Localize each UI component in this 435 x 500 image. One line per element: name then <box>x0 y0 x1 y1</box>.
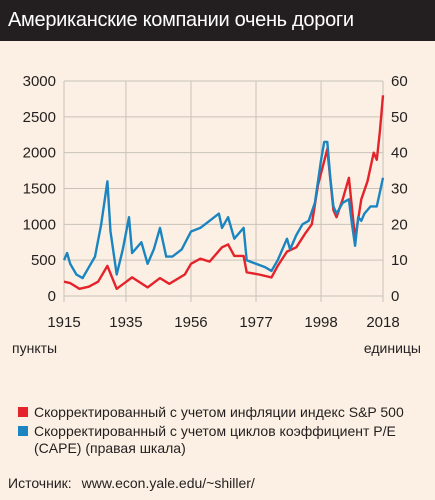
source-line: Источник: www.econ.yale.edu/~shiller/ <box>8 475 255 491</box>
legend-swatch-blue <box>18 426 28 436</box>
line-chart: 0 0 500 10 1000 20 1500 30 2000 40 2500 50 3000 60 191… <box>23 73 408 331</box>
legend-swatch-red <box>18 407 28 417</box>
x-tick-label: 2018 <box>366 314 399 331</box>
legend: Скорректированный с учетом инфляции инде… <box>18 404 428 459</box>
legend-item-sp500: Скорректированный с учетом инфляции инде… <box>18 404 428 421</box>
left-axis-unit: пункты <box>12 340 58 356</box>
y-right-tick-label: 40 <box>391 145 408 162</box>
y-right-tick-label: 50 <box>391 109 408 126</box>
y-left-tick-label: 2000 <box>23 145 56 162</box>
title-bar: Американские компании очень дороги <box>0 0 435 41</box>
x-tick-label: 1998 <box>304 314 337 331</box>
right-axis-unit: единицы <box>363 340 421 356</box>
y-left-tick-label: 500 <box>31 252 56 269</box>
y-right-tick-label: 10 <box>391 252 408 269</box>
x-tick-label: 1935 <box>109 314 142 331</box>
y-left-tick-label: 2500 <box>23 109 56 126</box>
y-left-tick-label: 1000 <box>23 216 56 233</box>
source-label: Источник: <box>8 475 72 491</box>
series-line-cape <box>62 140 385 280</box>
legend-label-sp500: Скорректированный с учетом инфляции инде… <box>34 404 404 420</box>
source-url: www.econ.yale.edu/~shiller/ <box>81 475 255 491</box>
y-left-tick-label: 3000 <box>23 73 56 90</box>
series-line-sp500 <box>63 95 385 290</box>
y-right-tick-label: 60 <box>391 73 408 90</box>
y-right-tick-label: 20 <box>391 216 408 233</box>
legend-item-cape: Скорректированный с учетом циклов коэффи… <box>18 423 428 457</box>
x-tick-label: 1915 <box>47 314 80 331</box>
legend-label-cape: Скорректированный с учетом циклов коэффи… <box>34 423 396 456</box>
y-left-tick-label: 0 <box>48 288 56 305</box>
y-right-tick-label: 0 <box>391 288 399 305</box>
y-right-tick-label: 30 <box>391 181 408 198</box>
y-left-tick-label: 1500 <box>23 181 56 198</box>
chart-title: Американские компании очень дороги <box>8 9 354 31</box>
x-tick-label: 1977 <box>239 314 272 331</box>
x-tick-label: 1956 <box>174 314 207 331</box>
